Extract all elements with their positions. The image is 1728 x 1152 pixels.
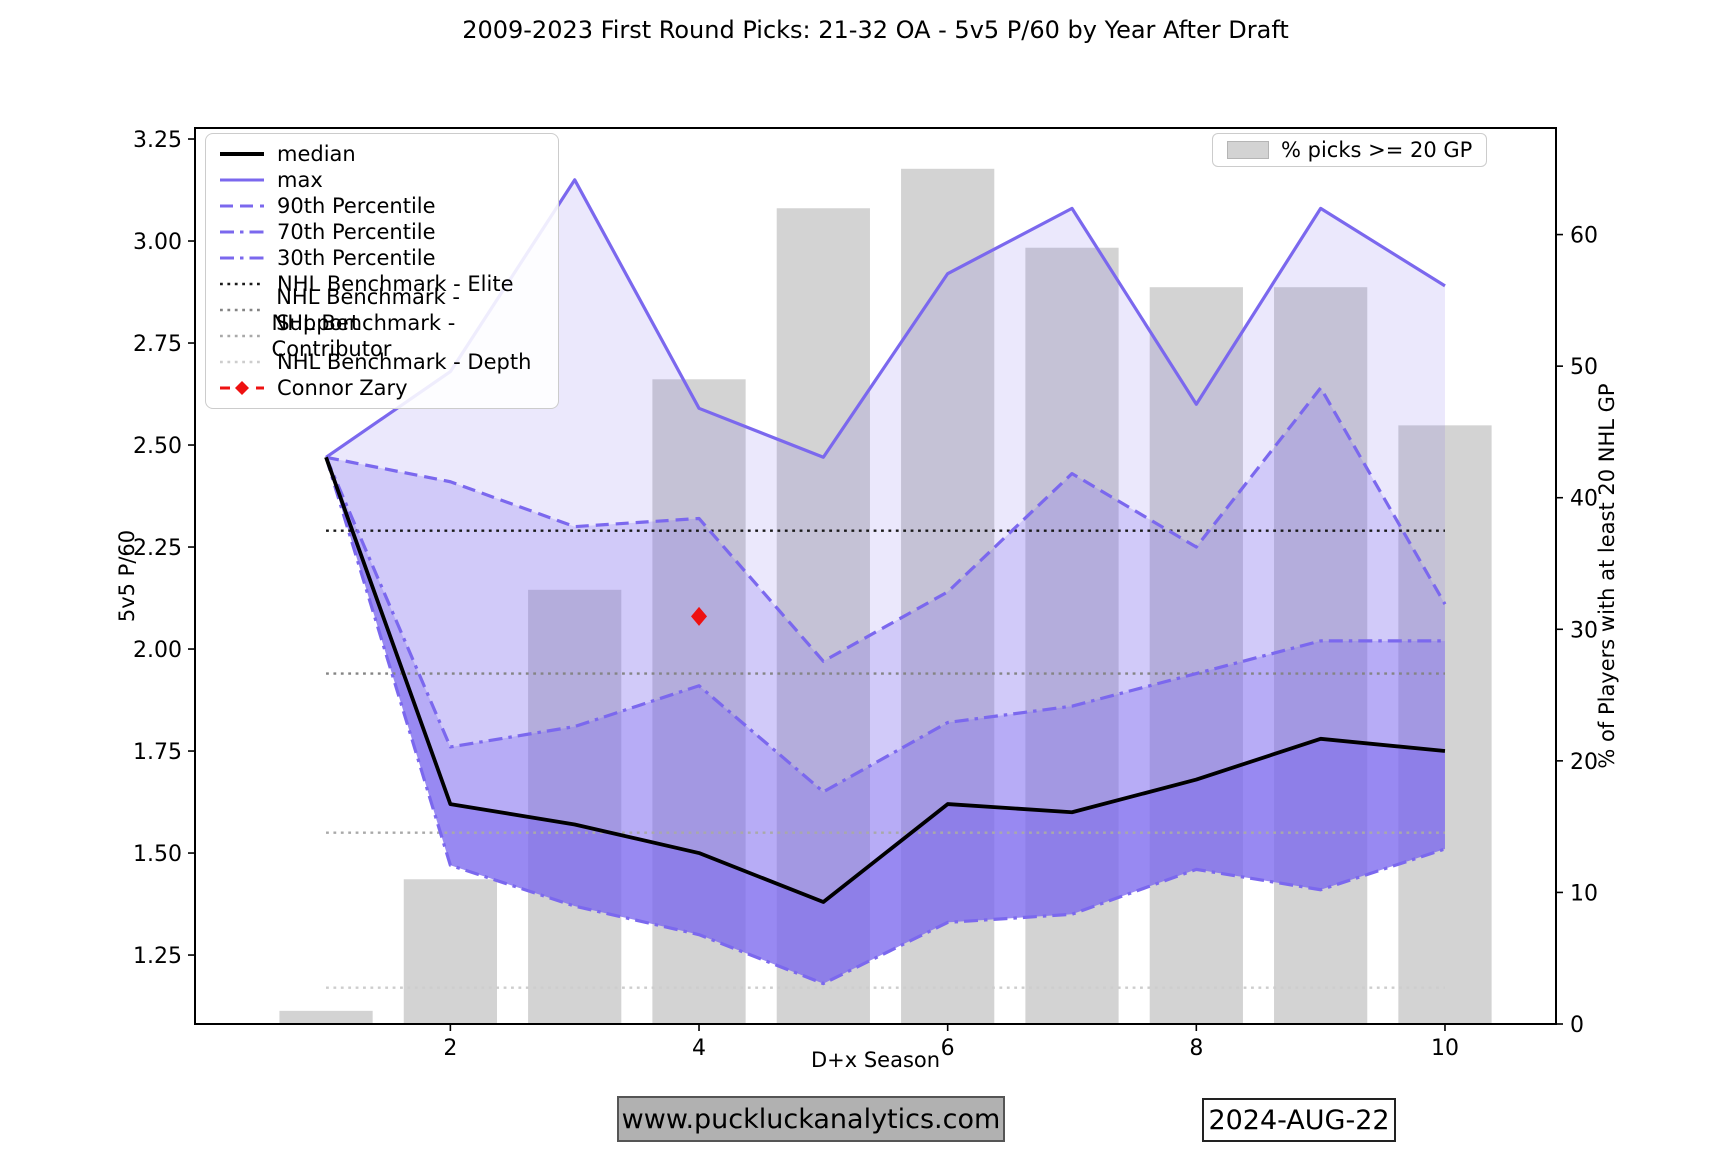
percentile-band: [326, 179, 1445, 662]
legend-item-label: Connor Zary: [277, 376, 408, 400]
x-tick-label: 10: [1431, 1036, 1459, 1061]
y-right-tick-label: 50: [1570, 355, 1598, 380]
legend-item: NHL Benchmark - Contributor: [206, 311, 558, 361]
legend-item: 30th Percentile: [206, 245, 558, 271]
legend-item-label: 70th Percentile: [277, 220, 436, 244]
series-line-30th-percentile: [324, 456, 1446, 986]
gp-bar: [403, 879, 497, 1023]
legend-swatch-dotted-icon: [220, 308, 264, 312]
y-left-tick-label: 2.50: [133, 434, 182, 459]
bar-legend-label: % picks >= 20 GP: [1281, 138, 1473, 162]
watermark-site: www.puckluckanalytics.com: [617, 1096, 1005, 1142]
series-legend: median max 90th Percentile 70th Percentile 3…: [205, 133, 559, 409]
legend-item-label: NHL Benchmark - Elite: [277, 272, 514, 296]
legend-item-label: NHL Benchmark - Contributor: [271, 311, 456, 361]
legend-swatch-dashdot-icon: [220, 230, 264, 234]
legend-item-label: median: [277, 142, 356, 166]
legend-item-label: max: [277, 168, 323, 192]
y-left-tick-label: 1.50: [133, 842, 182, 867]
y-right-tick-label: 40: [1570, 487, 1598, 512]
legend-item: median: [206, 141, 558, 167]
y-left-tick-label: 3.25: [133, 128, 182, 153]
date-stamp: 2024-AUG-22: [1202, 1098, 1396, 1142]
y-right-tick-label: 10: [1570, 881, 1598, 906]
chart-title: 2009-2023 First Round Picks: 21-32 OA - …: [462, 16, 1289, 44]
bar-legend: % picks >= 20 GP: [1212, 133, 1488, 167]
legend-item-label: NHL Benchmark - Depth: [277, 350, 532, 374]
legend-swatch-zary-icon: [220, 381, 264, 395]
legend-item: Connor Zary: [206, 375, 558, 401]
y-left-tick-label: 1.25: [133, 944, 182, 969]
legend-item: 90th Percentile: [206, 193, 558, 219]
percentile-band: [326, 387, 1445, 792]
percentile-band: [326, 457, 1445, 903]
y-left-tick-label: 2.00: [133, 638, 182, 663]
gp-bar: [279, 1010, 373, 1023]
x-tick-label: 8: [1189, 1036, 1203, 1061]
legend-swatch-solid-icon: [220, 178, 264, 182]
y-left-tick-label: 1.75: [133, 740, 182, 765]
y-left-tick-label: 2.75: [133, 332, 182, 357]
y-right-tick-label: 20: [1570, 750, 1598, 775]
legend-item: NHL Benchmark - Elite: [206, 271, 558, 297]
percentile-band: [326, 457, 1445, 984]
bar-legend-swatch-icon: [1227, 141, 1269, 159]
plot-border: [194, 127, 1557, 1025]
legend-item: 70th Percentile: [206, 219, 558, 245]
x-tick-label: 4: [692, 1036, 706, 1061]
x-axis-label: D+x Season: [810, 1048, 941, 1072]
series-line-70th-percentile: [324, 456, 1445, 794]
legend-swatch-dotted-icon: [220, 282, 264, 286]
legend-swatch-dashed-icon: [220, 204, 264, 208]
legend-item: NHL Benchmark - Depth: [206, 349, 558, 375]
y-left-tick-label: 3.00: [133, 230, 182, 255]
y-left-tick-label: 2.25: [133, 536, 182, 561]
legend-item-label: NHL Benchmark - Support: [276, 285, 460, 335]
legend-swatch-dashdot-icon: [220, 256, 264, 260]
legend-item-label: 90th Percentile: [277, 194, 436, 218]
y-axis-label-right: % of Players with at least 20 NHL GP: [1595, 383, 1619, 769]
legend-swatch-dotted-icon: [220, 360, 264, 364]
y-axis-label-left: 5v5 P/60: [115, 529, 139, 623]
legend-item: max: [206, 167, 558, 193]
x-tick-label: 2: [443, 1036, 457, 1061]
series-line-median: [324, 456, 1446, 904]
x-tick-label: 6: [941, 1036, 955, 1061]
y-right-tick-label: 30: [1570, 618, 1598, 643]
series-line-90th-percentile: [325, 386, 1447, 663]
legend-item-label: 30th Percentile: [277, 246, 436, 270]
legend-swatch-solid-icon: [220, 152, 264, 156]
legend-item: NHL Benchmark - Support: [206, 285, 558, 335]
legend-swatch-dotted-icon: [220, 334, 260, 338]
y-right-tick-label: 60: [1570, 224, 1598, 249]
player-point-diamond-icon: [691, 606, 708, 626]
gp-bar: [1149, 287, 1243, 1023]
y-right-tick-label: 0: [1570, 1013, 1584, 1038]
